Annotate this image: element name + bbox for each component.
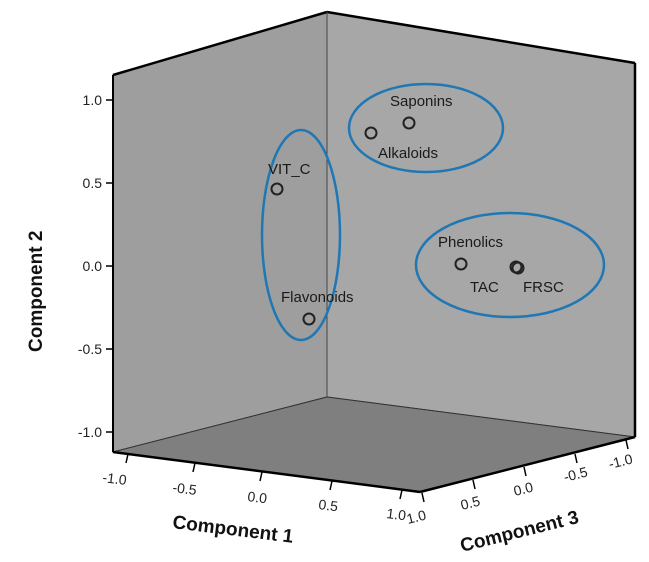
point-label-vit-c: VIT_C [268, 161, 311, 178]
data-point-phenolics [454, 257, 468, 271]
point-label-saponins: Saponins [390, 93, 453, 110]
left-wall [112, 11, 328, 453]
group-outline-saponins-alkaloids [347, 82, 505, 174]
back-wall [326, 11, 636, 438]
y-tick-label: 0.0 [83, 258, 103, 274]
x-tick-label: 1.0 [386, 505, 407, 523]
y-tick-label: 0.5 [83, 175, 103, 191]
z-tick-label: -1.0 [607, 450, 634, 471]
y-axis-title: Component 2 [26, 231, 47, 352]
point-label-alkaloids: Alkaloids [378, 145, 438, 162]
z-tick-label: 0.0 [512, 479, 535, 499]
y-ticks: 1.0 0.5 0.0 -0.5 -1.0 [78, 92, 113, 440]
component1-axis-edge [112, 450, 421, 494]
point-labels: Saponins Alkaloids VIT_C Phenolics TAC F… [268, 93, 564, 306]
x-tick-label: -1.0 [102, 469, 128, 488]
data-point-frsc [511, 261, 525, 275]
y-tick-label: 1.0 [83, 92, 103, 108]
group-outline-phenolics-tac-frsc [414, 211, 606, 319]
y-tick-label: -0.5 [78, 341, 102, 357]
x-axis-title: Component 1 [171, 512, 294, 548]
point-label-frsc: FRSC [523, 279, 564, 296]
z-tick-label: 0.5 [459, 493, 482, 513]
point-label-phenolics: Phenolics [438, 234, 503, 251]
x-ticks: -1.0 -0.5 0.0 0.5 1.0 [102, 453, 407, 523]
front-top-edge [112, 10, 328, 77]
data-point-vit-c [270, 182, 284, 196]
data-point-saponins [402, 116, 416, 130]
back-top-edge [326, 10, 636, 65]
group-outline-vitc-flavonoids [260, 128, 342, 342]
markers [270, 116, 525, 326]
x-tick-label: -0.5 [172, 479, 198, 498]
point-label-flavonoids: Flavonoids [281, 289, 354, 306]
data-point-flavonoids [302, 312, 316, 326]
component3-axis-edge [419, 435, 636, 494]
z-tick-label: -0.5 [562, 463, 589, 484]
z-tick-label: 1.0 [405, 507, 428, 527]
point-label-tac: TAC [470, 279, 499, 296]
x-tick-label: 0.5 [318, 496, 339, 514]
x-tick-label: 0.0 [247, 488, 268, 506]
z-axis-title: Component 3 [458, 507, 581, 557]
data-point-alkaloids [364, 126, 378, 140]
y-tick-label: -1.0 [78, 424, 102, 440]
z-ticks: 1.0 0.5 0.0 -0.5 -1.0 [405, 439, 634, 527]
group-outlines [260, 82, 606, 342]
